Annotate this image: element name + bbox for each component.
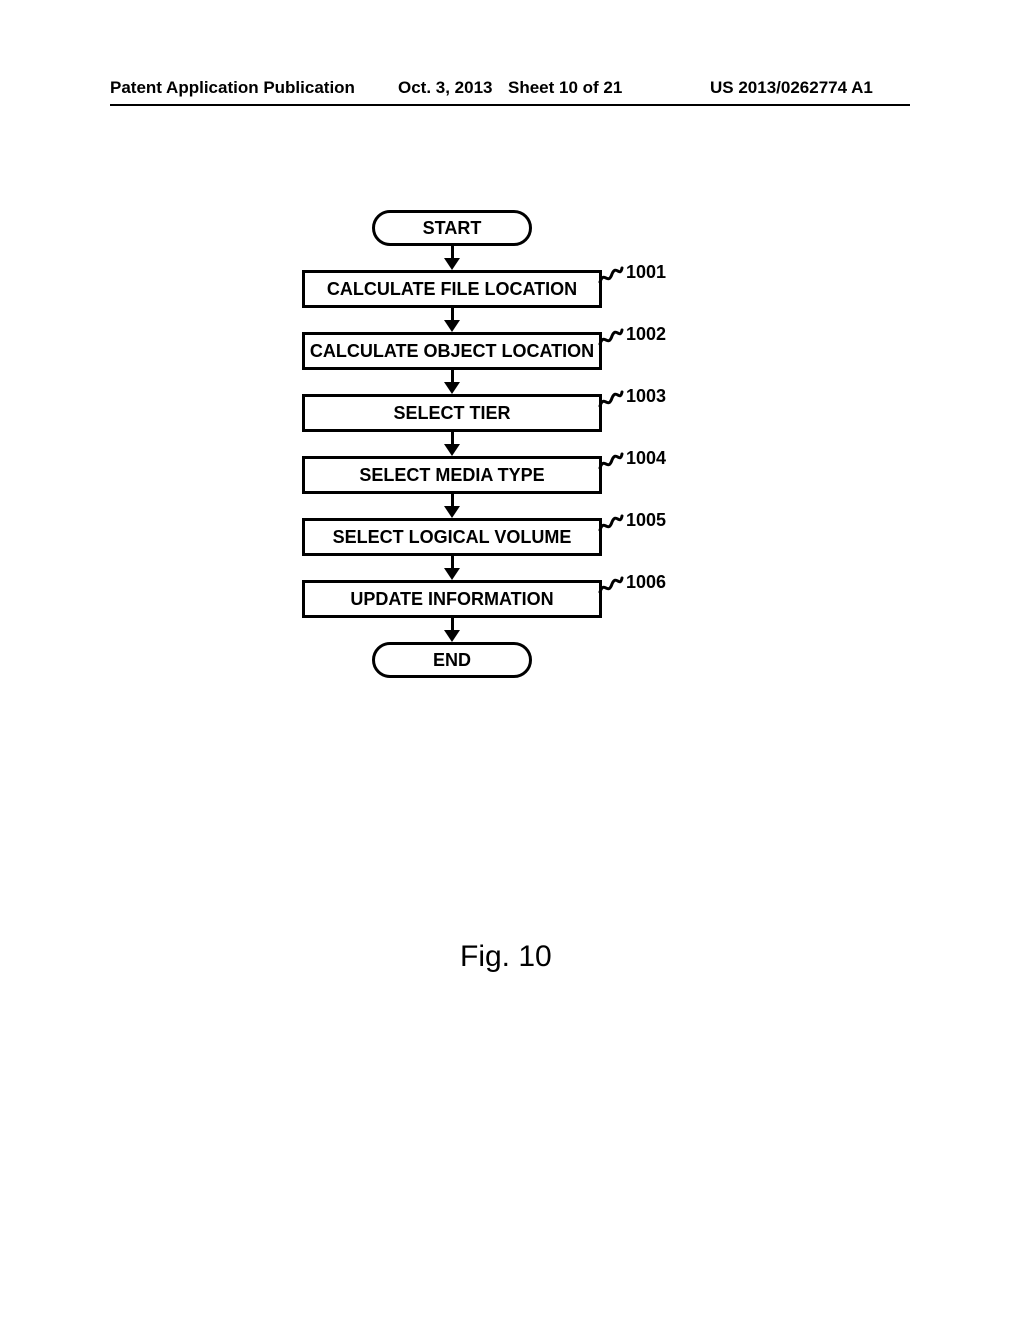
header-docnum: US 2013/0262774 A1: [710, 78, 873, 98]
reference-label-1005: 1005: [626, 510, 666, 531]
reference-connector: [598, 388, 624, 410]
process-s3: SELECT TIER: [302, 394, 602, 432]
reference-label-1006: 1006: [626, 572, 666, 593]
reference-label-1003: 1003: [626, 386, 666, 407]
terminator-end: END: [372, 642, 532, 678]
terminator-start: START: [372, 210, 532, 246]
header-date: Oct. 3, 2013: [398, 78, 493, 98]
reference-label-1001: 1001: [626, 262, 666, 283]
reference-connector: [598, 450, 624, 472]
process-s2: CALCULATE OBJECT LOCATION: [302, 332, 602, 370]
reference-connector: [598, 264, 624, 286]
header-rule: [110, 104, 910, 106]
reference-connector: [598, 512, 624, 534]
process-s4: SELECT MEDIA TYPE: [302, 456, 602, 494]
page-header: Patent Application Publication Oct. 3, 2…: [0, 78, 1024, 106]
reference-connector: [598, 326, 624, 348]
reference-connector: [598, 574, 624, 596]
header-sheet: Sheet 10 of 21: [508, 78, 622, 98]
process-s5: SELECT LOGICAL VOLUME: [302, 518, 602, 556]
process-s1: CALCULATE FILE LOCATION: [302, 270, 602, 308]
process-s6: UPDATE INFORMATION: [302, 580, 602, 618]
reference-label-1002: 1002: [626, 324, 666, 345]
reference-label-1004: 1004: [626, 448, 666, 469]
header-left: Patent Application Publication: [110, 78, 355, 98]
page: Patent Application Publication Oct. 3, 2…: [0, 0, 1024, 1320]
figure-caption: Fig. 10: [460, 940, 552, 974]
